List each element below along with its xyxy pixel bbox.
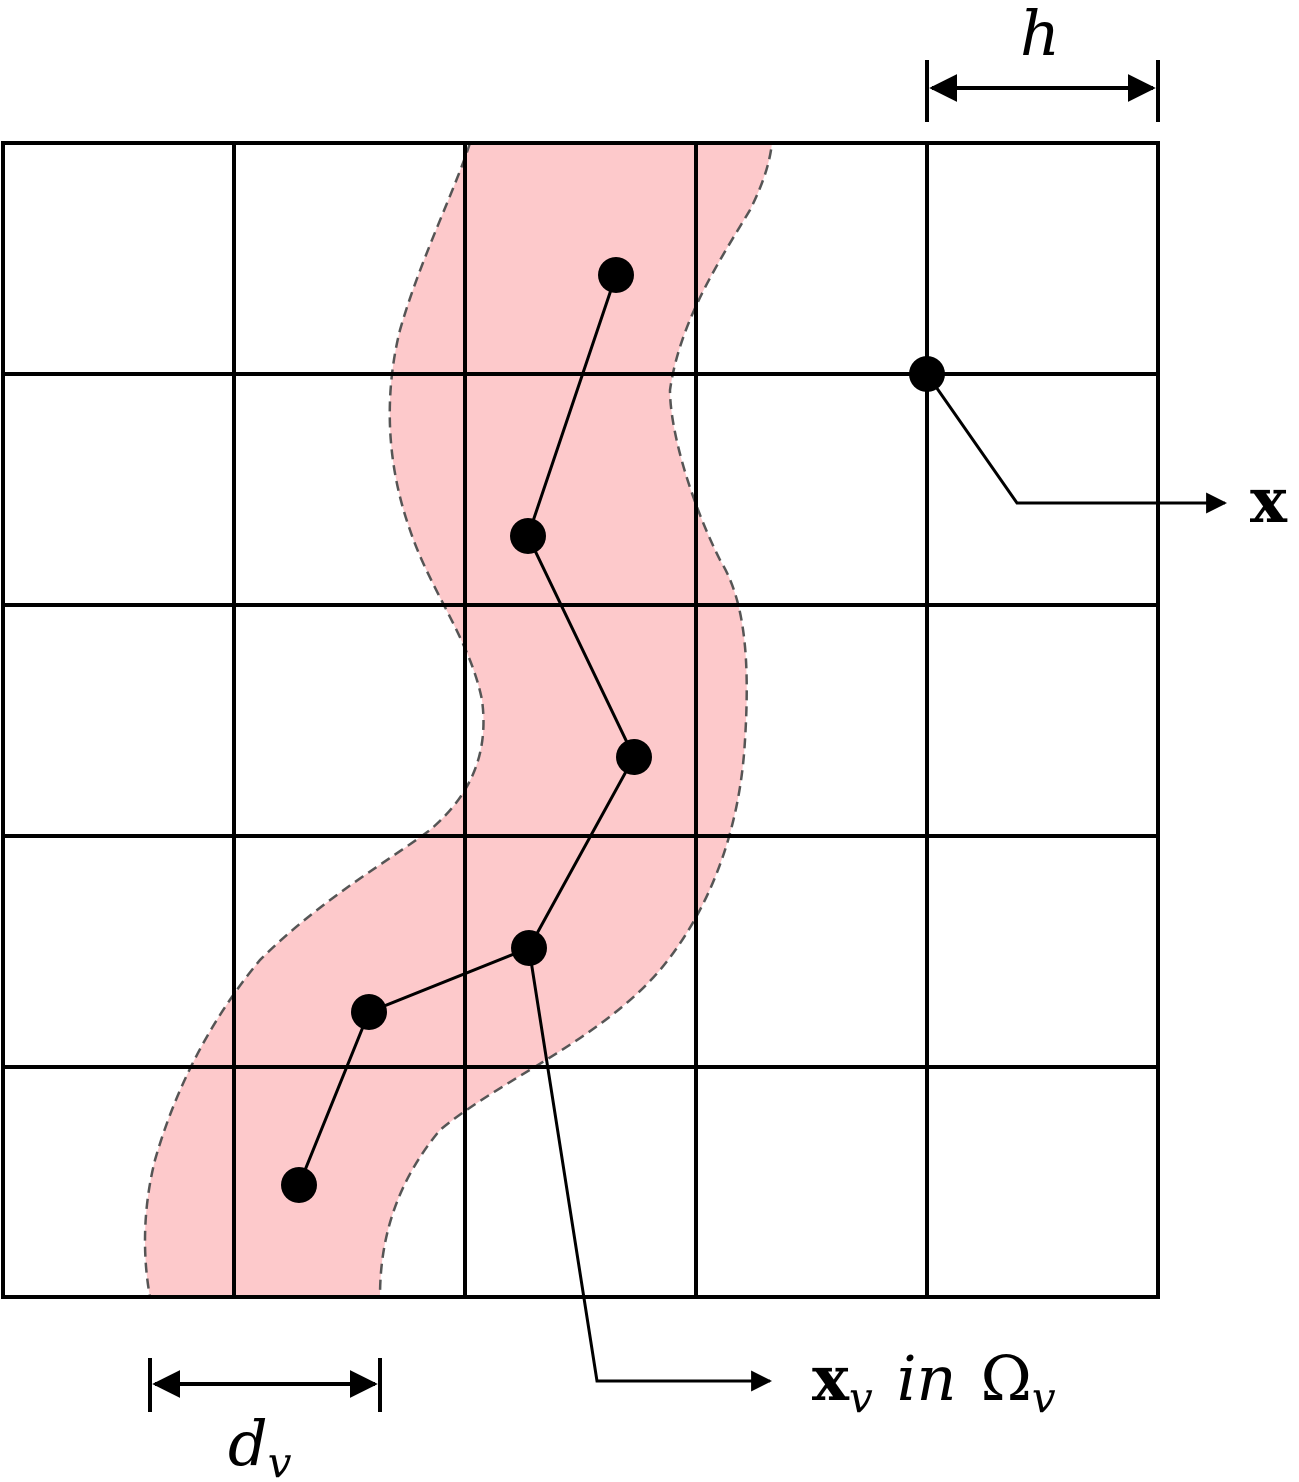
xv-omega-sub: v [1032,1373,1056,1422]
pointer-x [925,373,1228,514]
pointer-xv [527,947,773,1392]
dv-dimension [148,1358,382,1412]
centerline [297,274,636,1186]
points [281,257,945,1203]
xv-word: in [897,1342,957,1415]
dv-sub: v [268,1438,292,1482]
xv-base: x [812,1342,850,1415]
x-label: x [1250,464,1288,537]
h-dimension [925,60,1160,122]
xv-label: xv in Ωv [812,1342,1056,1422]
h-label: h [1020,0,1060,70]
xv-sub: v [849,1373,873,1422]
vessel-region [143,141,774,1299]
grid [1,141,1160,1299]
dv-label: dv [228,1407,292,1482]
dv-base: d [228,1407,268,1480]
xv-omega: Ω [980,1342,1031,1415]
